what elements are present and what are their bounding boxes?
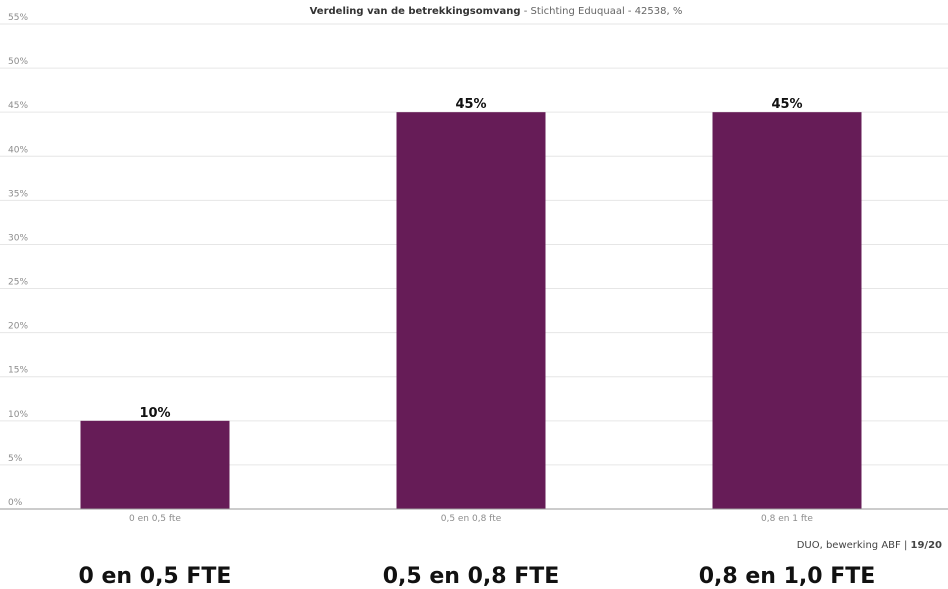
data-label: 10% bbox=[139, 406, 170, 421]
source-note: DUO, bewerking ABF | 19/20 bbox=[797, 540, 942, 551]
x-tick-label: 0,8 en 1 fte bbox=[761, 514, 813, 524]
y-tick-label: 15% bbox=[8, 366, 28, 376]
bar bbox=[712, 112, 862, 509]
category-labels: 0 en 0,5 fte 0,5 en 0,8 fte 0,8 en 1 fte bbox=[129, 514, 813, 524]
bars bbox=[80, 112, 862, 509]
y-tick-label: 45% bbox=[8, 101, 28, 111]
y-tick-label: 35% bbox=[8, 189, 28, 199]
y-tick-label: 40% bbox=[8, 145, 28, 155]
y-tick-label: 50% bbox=[8, 57, 28, 67]
y-tick-label: 20% bbox=[8, 322, 28, 332]
y-axis-ticks: 0% 5% 10% 15% 20% 25% 30% 35% 40% 45% 50% 55% bbox=[8, 13, 28, 508]
y-tick-label: 5% bbox=[8, 454, 23, 464]
chart-title: Verdeling van de betrekkingsomvang - Sti… bbox=[310, 6, 683, 17]
source-text: DUO, bewerking ABF | bbox=[797, 540, 911, 551]
category-caption: 0,5 en 0,8 FTE bbox=[383, 564, 560, 589]
bar bbox=[396, 112, 546, 509]
source-period: 19/20 bbox=[911, 540, 943, 551]
y-tick-label: 0% bbox=[8, 498, 23, 508]
data-label: 45% bbox=[771, 97, 802, 112]
y-tick-label: 30% bbox=[8, 233, 28, 243]
data-labels: 10% 45% 45% bbox=[139, 97, 802, 421]
data-label: 45% bbox=[455, 97, 486, 112]
bar bbox=[80, 420, 230, 509]
category-caption: 0 en 0,5 FTE bbox=[79, 564, 232, 589]
category-caption: 0,8 en 1,0 FTE bbox=[699, 564, 876, 589]
chart-title-main: Verdeling van de betrekkingsomvang bbox=[310, 6, 521, 17]
x-tick-label: 0 en 0,5 fte bbox=[129, 514, 181, 524]
y-tick-label: 55% bbox=[8, 13, 28, 23]
chart-subtitle: - Stichting Eduquaal - 42538, % bbox=[521, 6, 683, 17]
x-tick-label: 0,5 en 0,8 fte bbox=[441, 514, 502, 524]
category-captions: 0 en 0,5 FTE 0,5 en 0,8 FTE 0,8 en 1,0 FTE bbox=[79, 564, 876, 589]
y-tick-label: 10% bbox=[8, 410, 28, 420]
y-tick-label: 25% bbox=[8, 278, 28, 288]
